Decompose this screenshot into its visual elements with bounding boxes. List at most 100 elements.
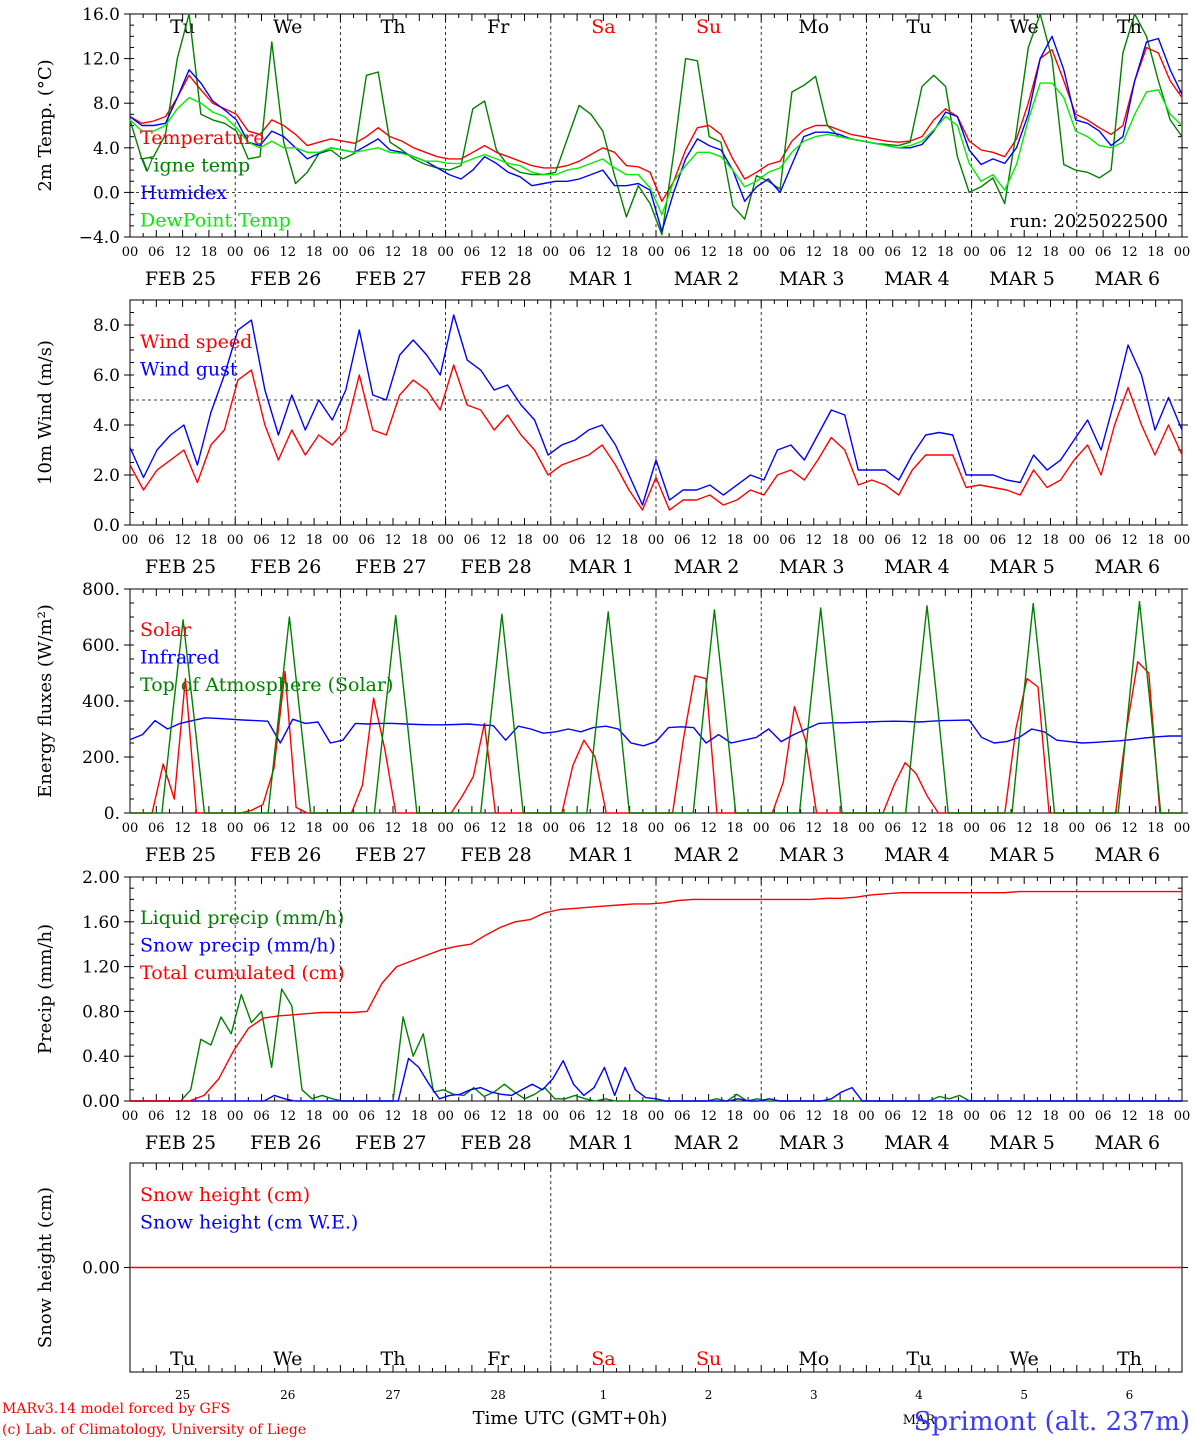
hour-tick-label: 06 (1095, 245, 1112, 260)
y-tick-label: 0.80 (82, 1002, 120, 1022)
series-line (130, 600, 1182, 814)
hour-tick-label: 06 (148, 245, 165, 260)
panel-5: 0.00 Snow height (cm) Tu We Th Fr Sa Su Mo Tu We Th… (35, 1162, 1188, 1428)
date-label: FEB 27 (355, 1132, 426, 1154)
weekday-label: Su (696, 16, 721, 38)
date-label: MAR 2 (674, 268, 740, 290)
hour-tick-label: 18 (1042, 245, 1059, 260)
panel-2: 0.0 2.0 4.0 6.0 8.0 10m Wind (m/s) 00 06 12 18 FEB… (35, 299, 1191, 578)
y-axis-label: Precip (mm/h) (35, 924, 56, 1054)
hour-tick-label: 00 (1069, 1109, 1086, 1124)
hour-tick-label: 18 (832, 533, 849, 548)
hour-tick-label: 18 (621, 533, 638, 548)
hour-tick-label: 00 (753, 245, 770, 260)
date-label: MAR 1 (568, 556, 634, 578)
hour-tick-label: 18 (621, 821, 638, 836)
hour-tick-label: 06 (253, 245, 270, 260)
hour-tick-label: 12 (911, 245, 928, 260)
date-label: FEB 25 (145, 268, 216, 290)
date-label: FEB 26 (250, 1132, 321, 1154)
hour-tick-label: 18 (1147, 533, 1164, 548)
date-label: FEB 25 (145, 1132, 216, 1154)
y-tick-label: 1.60 (82, 913, 120, 933)
hour-tick-label: 12 (174, 821, 191, 836)
hour-tick-label: 00 (122, 245, 139, 260)
date-label: MAR 6 (1094, 844, 1160, 866)
date-label: MAR 6 (1094, 1132, 1160, 1154)
hour-tick-label: 18 (306, 1109, 323, 1124)
day-number-label: 25 (175, 1388, 190, 1402)
hour-tick-label: 18 (516, 821, 533, 836)
hour-tick-label: 12 (806, 245, 823, 260)
date-label: FEB 25 (145, 844, 216, 866)
hour-tick-label: 00 (648, 533, 665, 548)
hour-tick-label: 00 (543, 245, 560, 260)
legend-entry: Wind gust (140, 359, 238, 381)
station-name: Sprimont (alt. 237m) (914, 1407, 1190, 1437)
date-label: FEB 26 (250, 268, 321, 290)
hour-tick-label: 06 (148, 821, 165, 836)
day-number-label: 27 (385, 1388, 400, 1402)
hour-tick-label: 18 (727, 245, 744, 260)
weekday-label: Fr (487, 1348, 510, 1370)
series-line (129, 364, 1183, 511)
x-axis-title: Time UTC (GMT+0h) (473, 1408, 668, 1429)
y-tick-label: 400. (82, 692, 120, 712)
date-label: FEB 28 (460, 1132, 531, 1154)
hour-tick-label: 12 (1121, 1109, 1138, 1124)
series-line (129, 314, 1183, 506)
hour-tick-label: 06 (1095, 533, 1112, 548)
hour-tick-label: 12 (1016, 245, 1033, 260)
date-label: FEB 26 (250, 556, 321, 578)
hour-tick-label: 00 (963, 1109, 980, 1124)
hour-tick-label: 00 (648, 821, 665, 836)
y-tick-label: 8.0 (93, 94, 120, 114)
legend-entry: Liquid precip (mm/h) (140, 907, 344, 929)
legend-entry: Snow precip (mm/h) (140, 935, 336, 957)
date-label: MAR 2 (674, 1132, 740, 1154)
hour-tick-label: 18 (411, 821, 428, 836)
hour-tick-label: 12 (700, 1109, 717, 1124)
hour-tick-label: 18 (201, 533, 218, 548)
y-axis-label: 10m Wind (m/s) (35, 340, 56, 485)
y-tick-label: 1.20 (82, 958, 120, 978)
hour-tick-label: 00 (1069, 533, 1086, 548)
hour-tick-label: 00 (1174, 245, 1191, 260)
plot-frame (129, 299, 1183, 526)
y-tick-label: 800. (82, 580, 120, 600)
hour-tick-label: 12 (280, 533, 297, 548)
hour-tick-label: 12 (280, 1109, 297, 1124)
weekday-label: Tu (170, 1348, 195, 1370)
hour-tick-label: 06 (569, 821, 586, 836)
date-label: MAR 2 (674, 556, 740, 578)
hour-tick-label: 18 (937, 1109, 954, 1124)
legend-entry: Humidex (140, 182, 227, 204)
hour-tick-label: 18 (306, 821, 323, 836)
hour-tick-label: 06 (884, 821, 901, 836)
university-credit: (c) Lab. of Climatology, University of L… (2, 1422, 306, 1438)
hour-tick-label: 12 (280, 245, 297, 260)
hour-tick-label: 12 (174, 245, 191, 260)
hour-tick-label: 00 (1174, 533, 1191, 548)
hour-tick-label: 18 (621, 1109, 638, 1124)
hour-tick-label: 00 (1069, 821, 1086, 836)
date-label: FEB 28 (460, 268, 531, 290)
weekday-label: Sa (591, 1348, 615, 1370)
hour-tick-label: 12 (174, 533, 191, 548)
series-line (129, 13, 1183, 236)
hour-tick-label: 18 (306, 245, 323, 260)
hour-tick-label: 00 (543, 1109, 560, 1124)
hour-tick-label: 00 (332, 533, 349, 548)
weekday-label: Th (381, 1348, 406, 1370)
hour-tick-label: 00 (227, 821, 244, 836)
hour-tick-label: 00 (437, 821, 454, 836)
series-line (129, 46, 1183, 203)
hour-tick-label: 00 (858, 245, 875, 260)
legend-entry: DewPoint Temp (140, 210, 291, 232)
month-label: MAR (903, 1413, 937, 1428)
series-line (130, 890, 1182, 1102)
hour-tick-label: 12 (490, 821, 507, 836)
day-number-label: 6 (1126, 1388, 1134, 1402)
weekday-label: Th (1117, 16, 1142, 38)
y-tick-label: 0.00 (82, 1092, 120, 1112)
